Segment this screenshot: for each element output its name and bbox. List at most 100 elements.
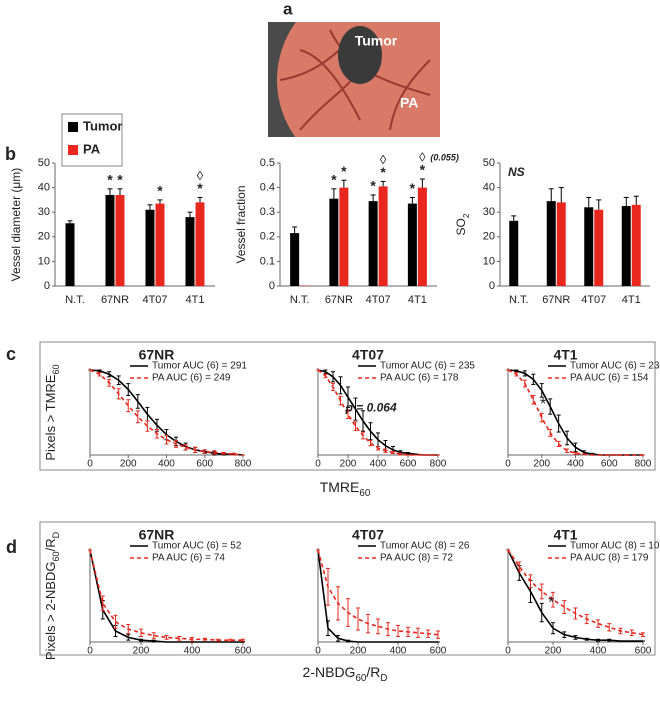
- error-bar: [386, 622, 390, 637]
- x-tick-label: 800: [430, 459, 447, 470]
- error-bar: [139, 638, 143, 642]
- error-bar: [116, 375, 121, 385]
- error-bar: [531, 373, 536, 385]
- error-bar: [241, 638, 245, 642]
- image-label: PA: [400, 95, 418, 111]
- panel-box: [39, 341, 656, 471]
- significance-marker: *: [197, 180, 203, 196]
- annotation: *: [540, 396, 546, 413]
- error-bar: [346, 386, 350, 408]
- x-tick-label: 4T07: [142, 294, 167, 306]
- error-bar: [190, 636, 194, 642]
- error-bar: [522, 370, 527, 377]
- x-tick-label: 0: [315, 459, 321, 470]
- error-bar: [398, 452, 403, 456]
- error-bar: [202, 637, 207, 641]
- legend-label: Tumor AUC (6) = 291: [152, 361, 247, 372]
- significance-marker: *: [157, 183, 163, 199]
- error-bar: [107, 188, 113, 195]
- error-bar: [548, 429, 553, 437]
- y-axis-label-part: Vessel diameter (μm): [9, 168, 23, 282]
- error-bar: [539, 412, 544, 423]
- error-bar: [556, 414, 561, 433]
- y-axis-label: Vessel fraction: [234, 185, 248, 263]
- legend-label: PA AUC (6) = 154: [570, 373, 649, 384]
- x-tick-label: 67NR: [325, 294, 353, 306]
- significance-marker: *: [420, 162, 426, 178]
- error-bar: [558, 187, 564, 203]
- error-bar: [584, 637, 589, 641]
- x-tick-label: 400: [370, 459, 387, 470]
- error-bar: [573, 451, 578, 455]
- error-bar: [126, 399, 131, 413]
- error-bar: [336, 586, 340, 621]
- error-bar: [353, 421, 358, 431]
- x-tick-label: 0: [505, 459, 511, 470]
- y-tick-label: 40: [483, 182, 495, 194]
- error-bar: [511, 215, 517, 221]
- error-bar: [548, 398, 553, 415]
- bar: [368, 201, 378, 286]
- legend-label: PA: [83, 141, 101, 156]
- x-tick-label: 600: [196, 459, 213, 470]
- panel-letter: d: [6, 537, 17, 557]
- error-bar: [346, 598, 350, 627]
- significance-marker: *: [331, 172, 337, 188]
- error-bar: [596, 638, 600, 642]
- x-tick-label: 800: [635, 459, 652, 470]
- diamond-marker: ◊: [380, 152, 387, 167]
- x-tick-label: 200: [545, 646, 562, 657]
- legend-label: PA AUC (6) = 74: [152, 553, 225, 564]
- bar: [185, 217, 195, 286]
- error-bar: [528, 574, 533, 589]
- error-bar: [623, 196, 629, 207]
- y-axis-label-part: 2: [461, 213, 471, 218]
- y-tick-label: 20: [38, 231, 50, 243]
- error-bar: [151, 639, 156, 643]
- y-axis-label: SO2: [454, 213, 471, 235]
- error-bar: [113, 614, 118, 629]
- error-bar: [326, 567, 330, 606]
- y-tick-label: 30: [483, 206, 495, 218]
- x-tick-label: 200: [340, 459, 357, 470]
- y-tick-label: 0.4: [260, 182, 275, 194]
- error-bar: [67, 220, 73, 224]
- y-axis-label-part: D: [51, 531, 61, 538]
- diamond-marker: ◊: [419, 149, 426, 164]
- error-bar: [366, 613, 370, 634]
- error-bar: [376, 618, 380, 635]
- error-bar: [157, 199, 163, 204]
- legend-label: Tumor AUC (6) = 235: [380, 361, 475, 372]
- error-bar: [416, 627, 420, 638]
- significance-marker: *: [410, 180, 416, 196]
- bar: [105, 194, 115, 286]
- legend-swatch: [68, 122, 78, 132]
- chart-title: 4T07: [352, 347, 384, 363]
- y-tick-label: 20: [483, 231, 495, 243]
- error-bar: [607, 638, 612, 642]
- error-bar: [368, 422, 373, 441]
- error-bar: [517, 561, 522, 572]
- x-tick-label: 4T1: [622, 294, 641, 306]
- error-bar: [551, 622, 555, 635]
- y-tick-label: 50: [38, 157, 50, 169]
- chart-title: 67NR: [139, 347, 175, 363]
- legend-label: Tumor AUC (8) = 107: [570, 541, 660, 552]
- error-bar: [562, 631, 567, 638]
- error-bar: [607, 623, 612, 632]
- error-bar: [573, 442, 578, 453]
- y-axis-label-part: SO: [454, 218, 468, 235]
- y-tick-label: 0: [269, 280, 275, 292]
- error-bar: [573, 607, 578, 620]
- error-bar: [383, 448, 388, 453]
- y-tick-label: 0: [44, 280, 50, 292]
- error-bar: [193, 446, 198, 453]
- x-axis-label-part: 2-NBDG: [303, 664, 356, 680]
- bar: [631, 204, 641, 286]
- error-bar: [231, 452, 236, 456]
- error-bar: [361, 431, 365, 440]
- panel-box: [39, 521, 656, 656]
- x-tick-label: 400: [184, 646, 201, 657]
- bar: [65, 223, 75, 286]
- error-bar: [356, 607, 360, 631]
